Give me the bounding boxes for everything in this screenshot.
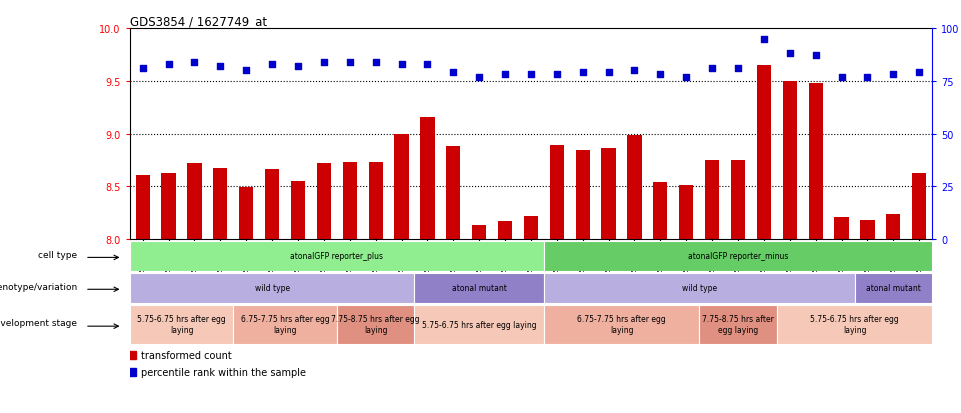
Bar [808,84,823,240]
Point [186,59,202,66]
Point [135,66,150,72]
Bar [834,217,849,240]
Bar [161,173,176,240]
Bar [130,273,414,303]
Bar [130,241,544,271]
Bar [394,134,408,240]
Bar [776,305,932,344]
Bar [213,169,228,240]
Bar [912,173,926,240]
Bar [136,175,150,240]
Point [912,70,927,76]
Text: atonalGFP reporter_plus: atonalGFP reporter_plus [290,252,383,261]
Text: 5.75-6.75 hrs after egg
laying: 5.75-6.75 hrs after egg laying [810,315,899,334]
Point [653,72,668,78]
Bar [368,163,382,240]
Point [368,59,383,66]
Bar [544,241,932,271]
Bar [544,305,700,344]
Bar [317,164,331,240]
Point [160,62,176,68]
Text: atonal mutant: atonal mutant [866,284,921,292]
Bar [550,146,564,240]
Point [575,70,590,76]
Point [498,72,513,78]
Text: genotype/variation: genotype/variation [0,282,78,291]
Bar [414,305,544,344]
Bar [705,161,719,240]
Bar [291,182,305,240]
Point [782,51,798,57]
Bar [653,183,668,240]
Text: percentile rank within the sample: percentile rank within the sample [140,368,306,377]
Text: 7.75-8.75 hrs after
egg laying: 7.75-8.75 hrs after egg laying [702,315,774,334]
Bar [700,305,776,344]
Point [704,66,720,72]
Text: GDS3854 / 1627749_at: GDS3854 / 1627749_at [130,15,267,28]
Bar [265,170,280,240]
Point [886,72,901,78]
Point [446,70,461,76]
Bar [782,82,797,240]
Point [524,72,539,78]
Text: 6.75-7.75 hrs after egg
laying: 6.75-7.75 hrs after egg laying [240,315,330,334]
Text: transformed count: transformed count [140,350,232,360]
Bar [731,161,745,240]
Point [756,36,772,43]
Bar [679,186,694,240]
Bar [343,163,357,240]
Bar [446,147,460,240]
Bar [886,214,900,240]
Text: cell type: cell type [38,250,78,259]
Bar [498,222,512,240]
Point [678,74,694,81]
Point [601,70,616,76]
Point [834,74,850,81]
Bar [854,273,932,303]
Bar [187,164,202,240]
Text: development stage: development stage [0,318,78,327]
Text: atonal mutant: atonal mutant [452,284,506,292]
Bar [472,226,486,240]
Bar [336,305,414,344]
Point [342,59,357,66]
Point [290,64,306,70]
Point [316,59,332,66]
Bar [239,188,254,240]
Text: wild type: wild type [255,284,289,292]
Point [238,68,254,74]
Text: 5.75-6.75 hrs after egg laying: 5.75-6.75 hrs after egg laying [422,320,536,329]
Text: 6.75-7.75 hrs after egg
laying: 6.75-7.75 hrs after egg laying [578,315,666,334]
Point [549,72,564,78]
Text: atonalGFP reporter_minus: atonalGFP reporter_minus [688,252,788,261]
Point [212,64,228,70]
Bar [544,273,854,303]
Bar [414,273,544,303]
Text: 5.75-6.75 hrs after egg
laying: 5.75-6.75 hrs after egg laying [137,315,226,334]
Bar [860,221,875,240]
Point [808,53,824,59]
Bar [420,117,434,240]
Bar [628,135,642,240]
Bar [130,305,234,344]
Bar [524,216,538,240]
Point [627,68,642,74]
Point [730,66,746,72]
Bar [757,66,771,240]
Point [472,74,487,81]
Bar [576,151,590,240]
Text: 7.75-8.75 hrs after egg
laying: 7.75-8.75 hrs after egg laying [332,315,420,334]
Point [860,74,875,81]
Point [394,62,409,68]
Bar [602,149,616,240]
Bar [234,305,336,344]
Text: wild type: wild type [681,284,717,292]
Point [264,62,280,68]
Point [420,62,435,68]
